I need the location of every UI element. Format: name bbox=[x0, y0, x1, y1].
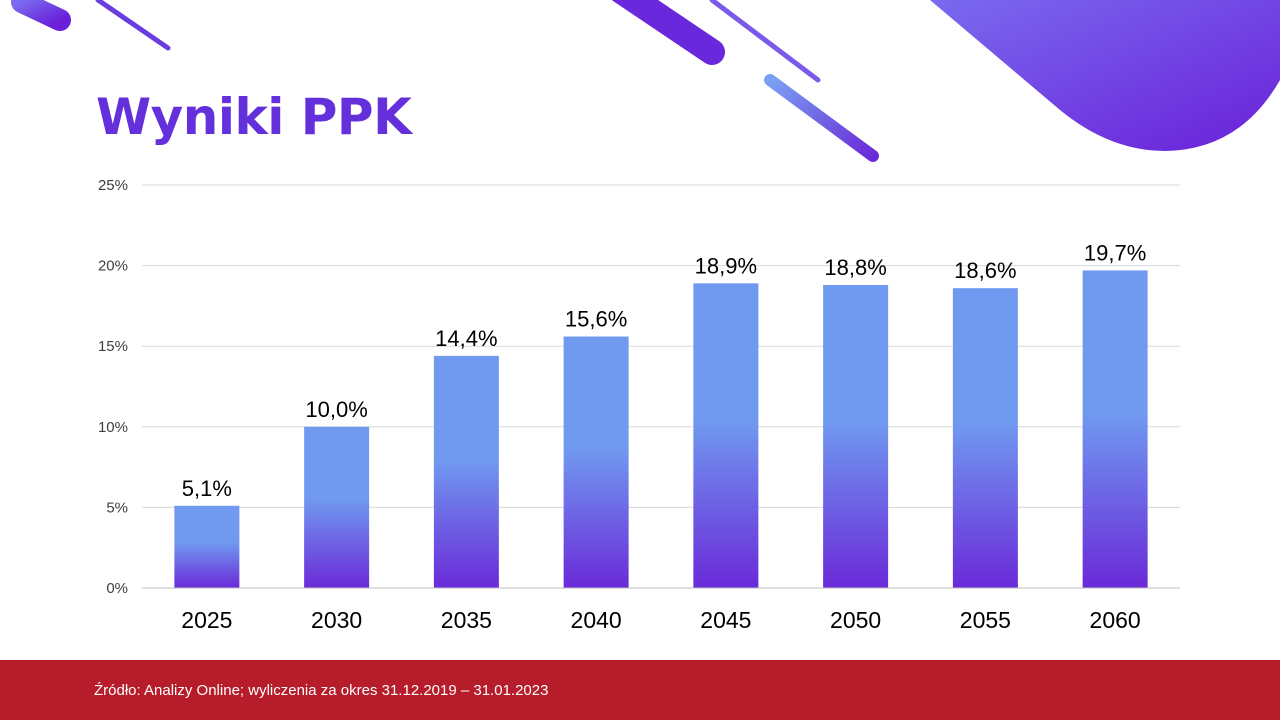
footer-bar: Źródło: Analizy Online; wyliczenia za ok… bbox=[0, 660, 1280, 720]
y-tick-label: 20% bbox=[98, 258, 128, 275]
y-tick-label: 0% bbox=[106, 580, 128, 597]
bar-2045 bbox=[693, 283, 759, 588]
y-axis: 0% 5% 10% 15% 20% 25% bbox=[98, 177, 128, 597]
data-label: 15,6% bbox=[565, 307, 627, 332]
x-axis: 2025 2030 2035 2040 2045 2050 2055 2060 bbox=[142, 587, 1180, 633]
y-tick-label: 10% bbox=[98, 419, 128, 436]
x-tick-label: 2045 bbox=[700, 607, 751, 633]
slide-title: Wyniki PPK bbox=[96, 88, 412, 146]
y-tick-label: 15% bbox=[98, 338, 128, 355]
y-tick-label: 5% bbox=[106, 499, 128, 516]
x-tick-label: 2060 bbox=[1090, 607, 1141, 633]
data-label: 19,7% bbox=[1084, 240, 1146, 265]
x-tick-label: 2030 bbox=[311, 607, 362, 633]
data-label: 18,8% bbox=[824, 255, 886, 280]
data-labels: 5,1% 10,0% 14,4% 15,6% 18,9% 18,8% 18,6% 19,7% bbox=[182, 240, 1147, 500]
bar-2025 bbox=[174, 505, 240, 588]
data-label: 18,9% bbox=[695, 253, 757, 278]
x-tick-label: 2040 bbox=[571, 607, 622, 633]
gridlines bbox=[142, 184, 1180, 589]
source-note: Źródło: Analizy Online; wyliczenia za ok… bbox=[94, 682, 549, 699]
bar-2060 bbox=[1082, 270, 1148, 588]
data-label: 18,6% bbox=[954, 258, 1016, 283]
bar-2050 bbox=[823, 284, 889, 588]
x-tick-label: 2055 bbox=[960, 607, 1011, 633]
data-label: 10,0% bbox=[305, 397, 367, 422]
bar-2040 bbox=[563, 336, 629, 588]
x-tick-label: 2025 bbox=[181, 607, 232, 633]
bar-chart: 0% 5% 10% 15% 20% 25% 5,1% 10,0% 14,4% 15,6% 18,9… bbox=[98, 177, 1180, 633]
bar-2055 bbox=[952, 288, 1018, 588]
x-tick-label: 2035 bbox=[441, 607, 492, 633]
data-label: 14,4% bbox=[435, 326, 497, 351]
x-tick-label: 2050 bbox=[830, 607, 881, 633]
y-tick-label: 25% bbox=[98, 177, 128, 194]
bar-2035 bbox=[433, 355, 499, 588]
bar-2030 bbox=[304, 426, 370, 588]
bars bbox=[174, 270, 1148, 588]
data-label: 5,1% bbox=[182, 476, 232, 501]
